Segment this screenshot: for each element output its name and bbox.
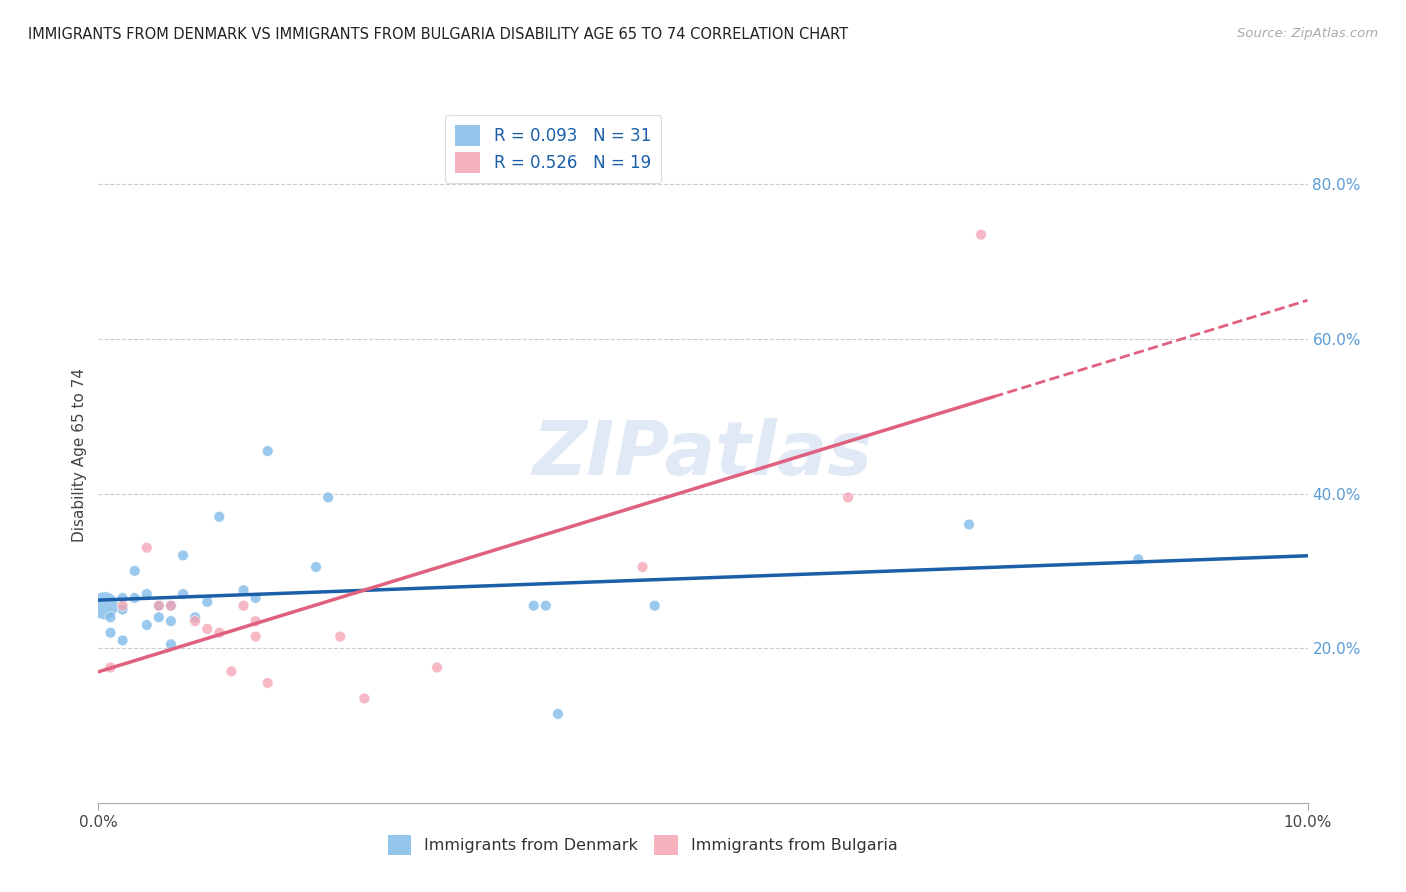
Point bbox=[208, 625, 231, 640]
Point bbox=[100, 660, 122, 674]
Y-axis label: Disability Age 65 to 74: Disability Age 65 to 74 bbox=[72, 368, 87, 542]
Legend: Immigrants from Denmark, Immigrants from Bulgaria: Immigrants from Denmark, Immigrants from… bbox=[378, 826, 907, 864]
Point bbox=[135, 618, 157, 632]
Point bbox=[329, 630, 352, 644]
Point bbox=[148, 599, 170, 613]
Point bbox=[135, 541, 157, 555]
Point bbox=[970, 227, 993, 242]
Text: ZIPatlas: ZIPatlas bbox=[533, 418, 873, 491]
Point bbox=[148, 599, 170, 613]
Point bbox=[957, 517, 980, 532]
Point bbox=[256, 676, 278, 690]
Point bbox=[93, 599, 115, 613]
Point bbox=[305, 560, 328, 574]
Point bbox=[172, 587, 194, 601]
Point bbox=[1128, 552, 1150, 566]
Point bbox=[837, 491, 859, 505]
Point bbox=[644, 599, 666, 613]
Point bbox=[245, 630, 267, 644]
Text: IMMIGRANTS FROM DENMARK VS IMMIGRANTS FROM BULGARIA DISABILITY AGE 65 TO 74 CORR: IMMIGRANTS FROM DENMARK VS IMMIGRANTS FR… bbox=[28, 27, 848, 42]
Point bbox=[172, 549, 194, 563]
Point bbox=[547, 706, 569, 721]
Text: Source: ZipAtlas.com: Source: ZipAtlas.com bbox=[1237, 27, 1378, 40]
Point bbox=[160, 599, 183, 613]
Point bbox=[148, 610, 170, 624]
Point bbox=[221, 665, 243, 679]
Point bbox=[184, 610, 207, 624]
Point bbox=[523, 599, 546, 613]
Point bbox=[160, 614, 183, 628]
Point bbox=[111, 602, 134, 616]
Point bbox=[316, 491, 339, 505]
Point bbox=[195, 622, 218, 636]
Point bbox=[232, 583, 254, 598]
Point bbox=[160, 599, 183, 613]
Point bbox=[245, 614, 267, 628]
Point bbox=[245, 591, 267, 605]
Point bbox=[631, 560, 654, 574]
Point bbox=[111, 591, 134, 605]
Point bbox=[160, 637, 183, 651]
Point bbox=[100, 625, 122, 640]
Point bbox=[184, 614, 207, 628]
Point bbox=[534, 599, 557, 613]
Point bbox=[256, 444, 278, 458]
Point bbox=[353, 691, 375, 706]
Point bbox=[111, 633, 134, 648]
Point bbox=[135, 587, 157, 601]
Point bbox=[195, 595, 218, 609]
Point bbox=[124, 564, 146, 578]
Point bbox=[208, 509, 231, 524]
Point bbox=[232, 599, 254, 613]
Point bbox=[124, 591, 146, 605]
Point bbox=[426, 660, 449, 674]
Point bbox=[111, 599, 134, 613]
Point bbox=[100, 610, 122, 624]
